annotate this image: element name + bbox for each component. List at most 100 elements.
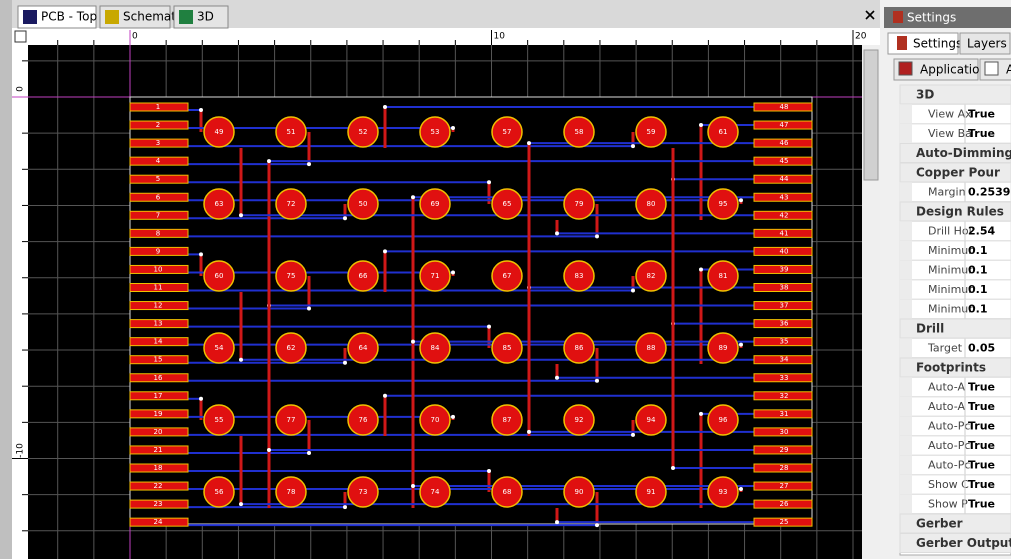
scroll-thumb[interactable]	[863, 49, 879, 181]
component-pad[interactable]	[347, 476, 379, 508]
pad-label: 47	[780, 121, 789, 129]
component-pad[interactable]	[707, 332, 739, 364]
group-header[interactable]	[899, 533, 1011, 553]
pad	[753, 102, 813, 112]
component-label: 95	[719, 200, 728, 208]
pad-label: 5	[156, 175, 160, 183]
component-pad[interactable]	[203, 332, 235, 364]
component-pad[interactable]	[635, 116, 667, 148]
via	[487, 180, 491, 185]
subtab-label: Application	[920, 63, 987, 77]
component-label: 93	[719, 488, 728, 496]
component-pad[interactable]	[707, 404, 739, 436]
via	[671, 466, 675, 470]
component-pad[interactable]	[275, 332, 307, 364]
subtab[interactable]	[893, 58, 979, 81]
via	[239, 357, 243, 362]
component-pad[interactable]	[275, 116, 307, 148]
component-pad[interactable]	[419, 116, 451, 148]
component-pad[interactable]	[563, 404, 595, 436]
via	[411, 484, 415, 489]
component-pad[interactable]	[563, 116, 595, 148]
pad-label: 44	[780, 175, 789, 183]
component-pad[interactable]	[275, 188, 307, 220]
pad	[129, 409, 189, 419]
component-pad[interactable]	[491, 116, 523, 148]
top-ruler	[28, 30, 862, 45]
subtab-icon	[898, 61, 913, 76]
component-pad[interactable]	[563, 260, 595, 292]
component-pad[interactable]	[203, 260, 235, 292]
component-pad[interactable]	[347, 332, 379, 364]
component-pad[interactable]	[203, 116, 235, 148]
component-label: 63	[215, 200, 224, 208]
property-value: True	[968, 459, 995, 472]
component-pad[interactable]	[203, 476, 235, 508]
component-pad[interactable]	[707, 116, 739, 148]
component-pad[interactable]	[707, 260, 739, 292]
via	[739, 342, 743, 347]
pad-label: 8	[156, 229, 160, 237]
component-pad[interactable]	[563, 332, 595, 364]
component-pad[interactable]	[491, 188, 523, 220]
component-pad[interactable]	[491, 332, 523, 364]
pad	[753, 246, 813, 256]
pad-label: 18	[154, 464, 163, 472]
pad-label: 21	[154, 446, 163, 454]
property-value: 0.1	[968, 244, 988, 257]
component-pad[interactable]	[491, 476, 523, 508]
pad-label: 46	[780, 139, 789, 147]
property-name: View Ba	[928, 127, 972, 140]
component-pad[interactable]	[347, 260, 379, 292]
component-pad[interactable]	[635, 476, 667, 508]
component-pad[interactable]	[635, 332, 667, 364]
component-pad[interactable]	[491, 404, 523, 436]
pad	[753, 355, 813, 365]
pad	[753, 391, 813, 401]
pad-label: 42	[780, 211, 789, 219]
via	[307, 162, 311, 167]
component-pad[interactable]	[563, 188, 595, 220]
pad	[753, 210, 813, 220]
component-pad[interactable]	[419, 188, 451, 220]
component-pad[interactable]	[347, 188, 379, 220]
component-pad[interactable]	[275, 404, 307, 436]
component-pad[interactable]	[563, 476, 595, 508]
property-name: Auto-A	[928, 400, 965, 413]
component-pad[interactable]	[707, 188, 739, 220]
component-pad[interactable]	[275, 260, 307, 292]
property-indent	[900, 280, 912, 299]
subtab-icon	[984, 61, 999, 76]
component-pad[interactable]	[347, 116, 379, 148]
component-pad[interactable]	[203, 188, 235, 220]
component-pad[interactable]	[635, 404, 667, 436]
tab[interactable]	[17, 5, 97, 29]
via	[199, 108, 203, 112]
component-pad[interactable]	[635, 188, 667, 220]
component-label: 73	[359, 488, 368, 496]
panel-header	[884, 7, 1011, 28]
close-button[interactable]	[865, 10, 875, 20]
component-label: 61	[719, 128, 728, 136]
component-pad[interactable]	[203, 404, 235, 436]
component-pad[interactable]	[491, 260, 523, 292]
pad	[753, 228, 813, 238]
component-pad[interactable]	[347, 404, 379, 436]
component-pad[interactable]	[419, 404, 451, 436]
component-label: 69	[431, 200, 440, 208]
component-pad[interactable]	[419, 260, 451, 292]
pad	[129, 373, 189, 383]
component-pad[interactable]	[635, 260, 667, 292]
via	[267, 447, 271, 452]
component-pad[interactable]	[275, 476, 307, 508]
pad-label: 3	[156, 139, 160, 147]
property-name: Minimur	[928, 303, 973, 316]
pad-label: 37	[780, 302, 789, 310]
component-pad[interactable]	[707, 476, 739, 508]
component-pad[interactable]	[419, 476, 451, 508]
component-pad[interactable]	[419, 332, 451, 364]
property-value: 0.25399	[968, 186, 1011, 199]
panel-tab[interactable]	[959, 32, 1011, 55]
pad-label: 22	[154, 482, 163, 490]
